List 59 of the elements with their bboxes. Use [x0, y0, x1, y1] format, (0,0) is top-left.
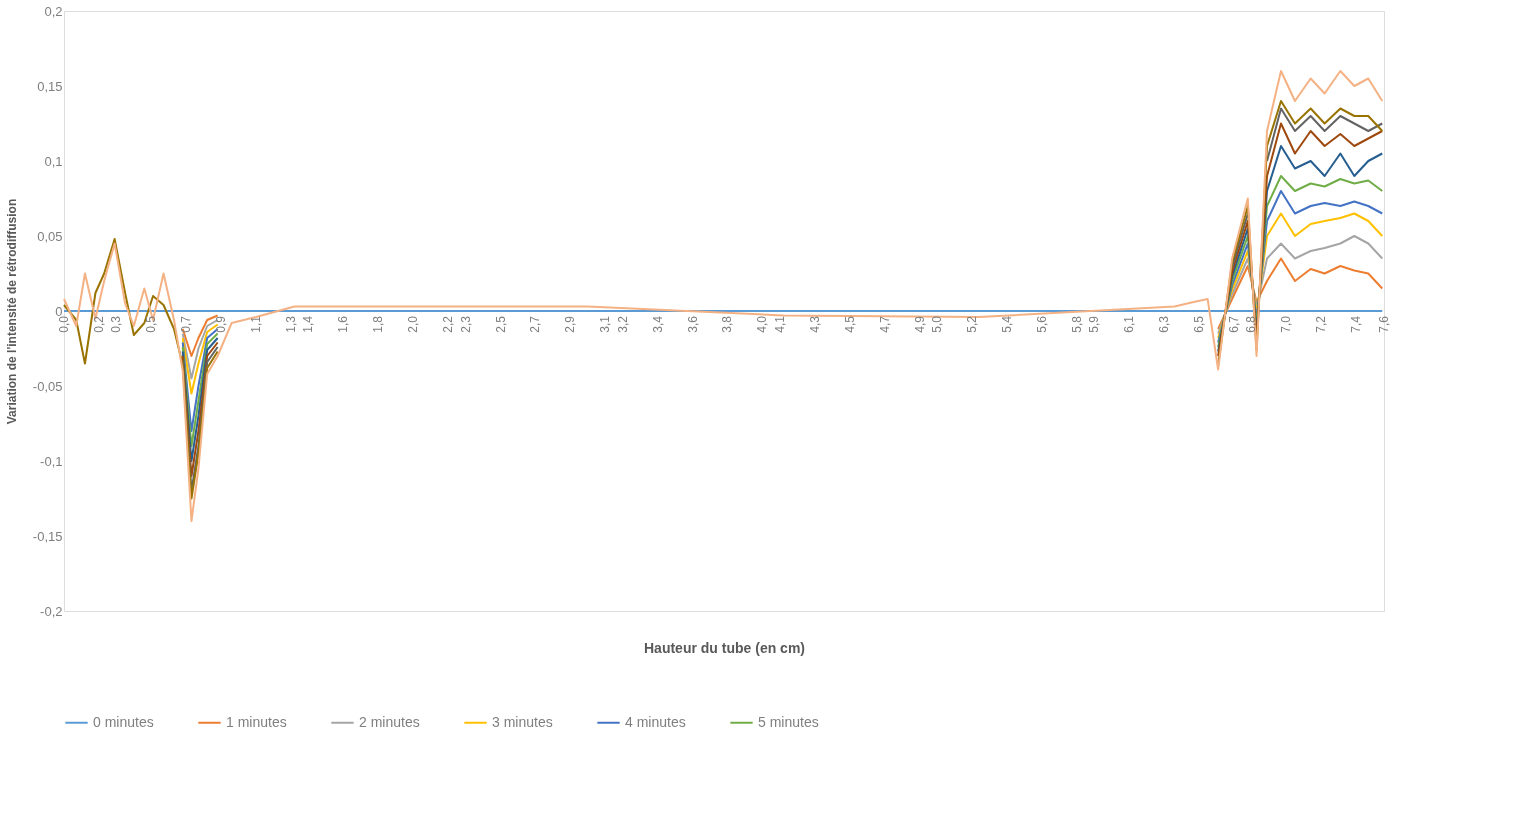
legend-label: 2 minutes: [359, 713, 420, 730]
x-axis-title: Hauteur du tube (en cm): [643, 639, 806, 656]
x-tick-label: 0,0: [57, 315, 71, 333]
legend-label: 0 minutes: [93, 713, 154, 730]
x-tick-label: 4,9: [912, 315, 927, 333]
x-tick-label: 6,5: [1191, 315, 1206, 333]
y-tick-label: -0,05: [32, 378, 63, 394]
x-tick-label: 5,2: [964, 315, 979, 333]
x-tick-label: 3,2: [615, 315, 630, 333]
legend-label: 4 minutes: [625, 713, 686, 730]
x-tick-label: 1,6: [336, 315, 351, 333]
x-tick-label: 4,3: [807, 315, 822, 333]
legend-label: 5 minutes: [758, 713, 819, 730]
x-tick-label: 4,0: [755, 315, 770, 333]
x-tick-label: 5,0: [930, 315, 945, 333]
y-tick-label: 0,05: [37, 228, 63, 244]
x-tick-label: 2,0: [406, 315, 421, 333]
x-tick-label: 7,4: [1349, 315, 1364, 333]
x-tick-label: 2,3: [458, 315, 473, 333]
x-tick-label: 0,2: [91, 315, 106, 333]
x-tick-label: 0,7: [179, 315, 194, 333]
x-tick-label: 0,9: [214, 315, 229, 333]
y-tick-label: 0,15: [37, 78, 63, 94]
x-tick-label: 3,6: [685, 315, 700, 333]
x-tick-label: 2,7: [528, 315, 543, 333]
x-tick-label: 0,5: [144, 315, 159, 333]
x-tick-label: 1,8: [371, 315, 386, 333]
x-tick-label: 4,5: [842, 315, 857, 333]
x-tick-label: 1,1: [249, 315, 264, 333]
x-tick-label: 7,6: [1377, 315, 1391, 333]
x-tick-label: 2,5: [493, 315, 508, 333]
y-tick-label: -0,1: [40, 453, 63, 469]
x-tick-label: 3,4: [650, 315, 665, 333]
x-tick-label: 1,3: [283, 315, 298, 333]
legend-label: 1 minutes: [226, 713, 287, 730]
x-tick-label: 6,3: [1157, 315, 1171, 333]
y-tick-label: 0,1: [44, 153, 63, 169]
x-tick-label: 5,4: [999, 315, 1014, 333]
x-tick-label: 2,9: [563, 315, 578, 333]
x-tick-label: 0,3: [109, 315, 124, 333]
legend-label: 3 minutes: [492, 713, 553, 730]
x-tick-label: 4,1: [772, 315, 787, 333]
x-tick-label: 7,0: [1279, 315, 1294, 333]
x-tick-label: 1,4: [301, 315, 316, 333]
x-tick-label: 5,8: [1069, 315, 1084, 333]
x-tick-label: 6,1: [1122, 315, 1137, 333]
x-tick-label: 5,6: [1034, 315, 1049, 333]
x-tick-label: 2,2: [441, 315, 456, 333]
y-tick-label: -0,15: [32, 528, 63, 544]
x-tick-label: 3,8: [720, 315, 735, 333]
x-tick-label: 7,2: [1314, 315, 1329, 333]
y-tick-label: 0,2: [44, 3, 63, 19]
x-tick-label: 3,1: [598, 315, 613, 333]
y-axis-title: Variation de l'intensité de rétrodiffusion: [4, 198, 19, 425]
x-tick-label: 5,9: [1087, 315, 1102, 333]
x-tick-label: 4,7: [877, 315, 892, 333]
x-tick-label: 6,8: [1244, 315, 1259, 333]
y-tick-label: -0,2: [40, 603, 63, 619]
x-tick-label: 6,7: [1226, 315, 1241, 333]
